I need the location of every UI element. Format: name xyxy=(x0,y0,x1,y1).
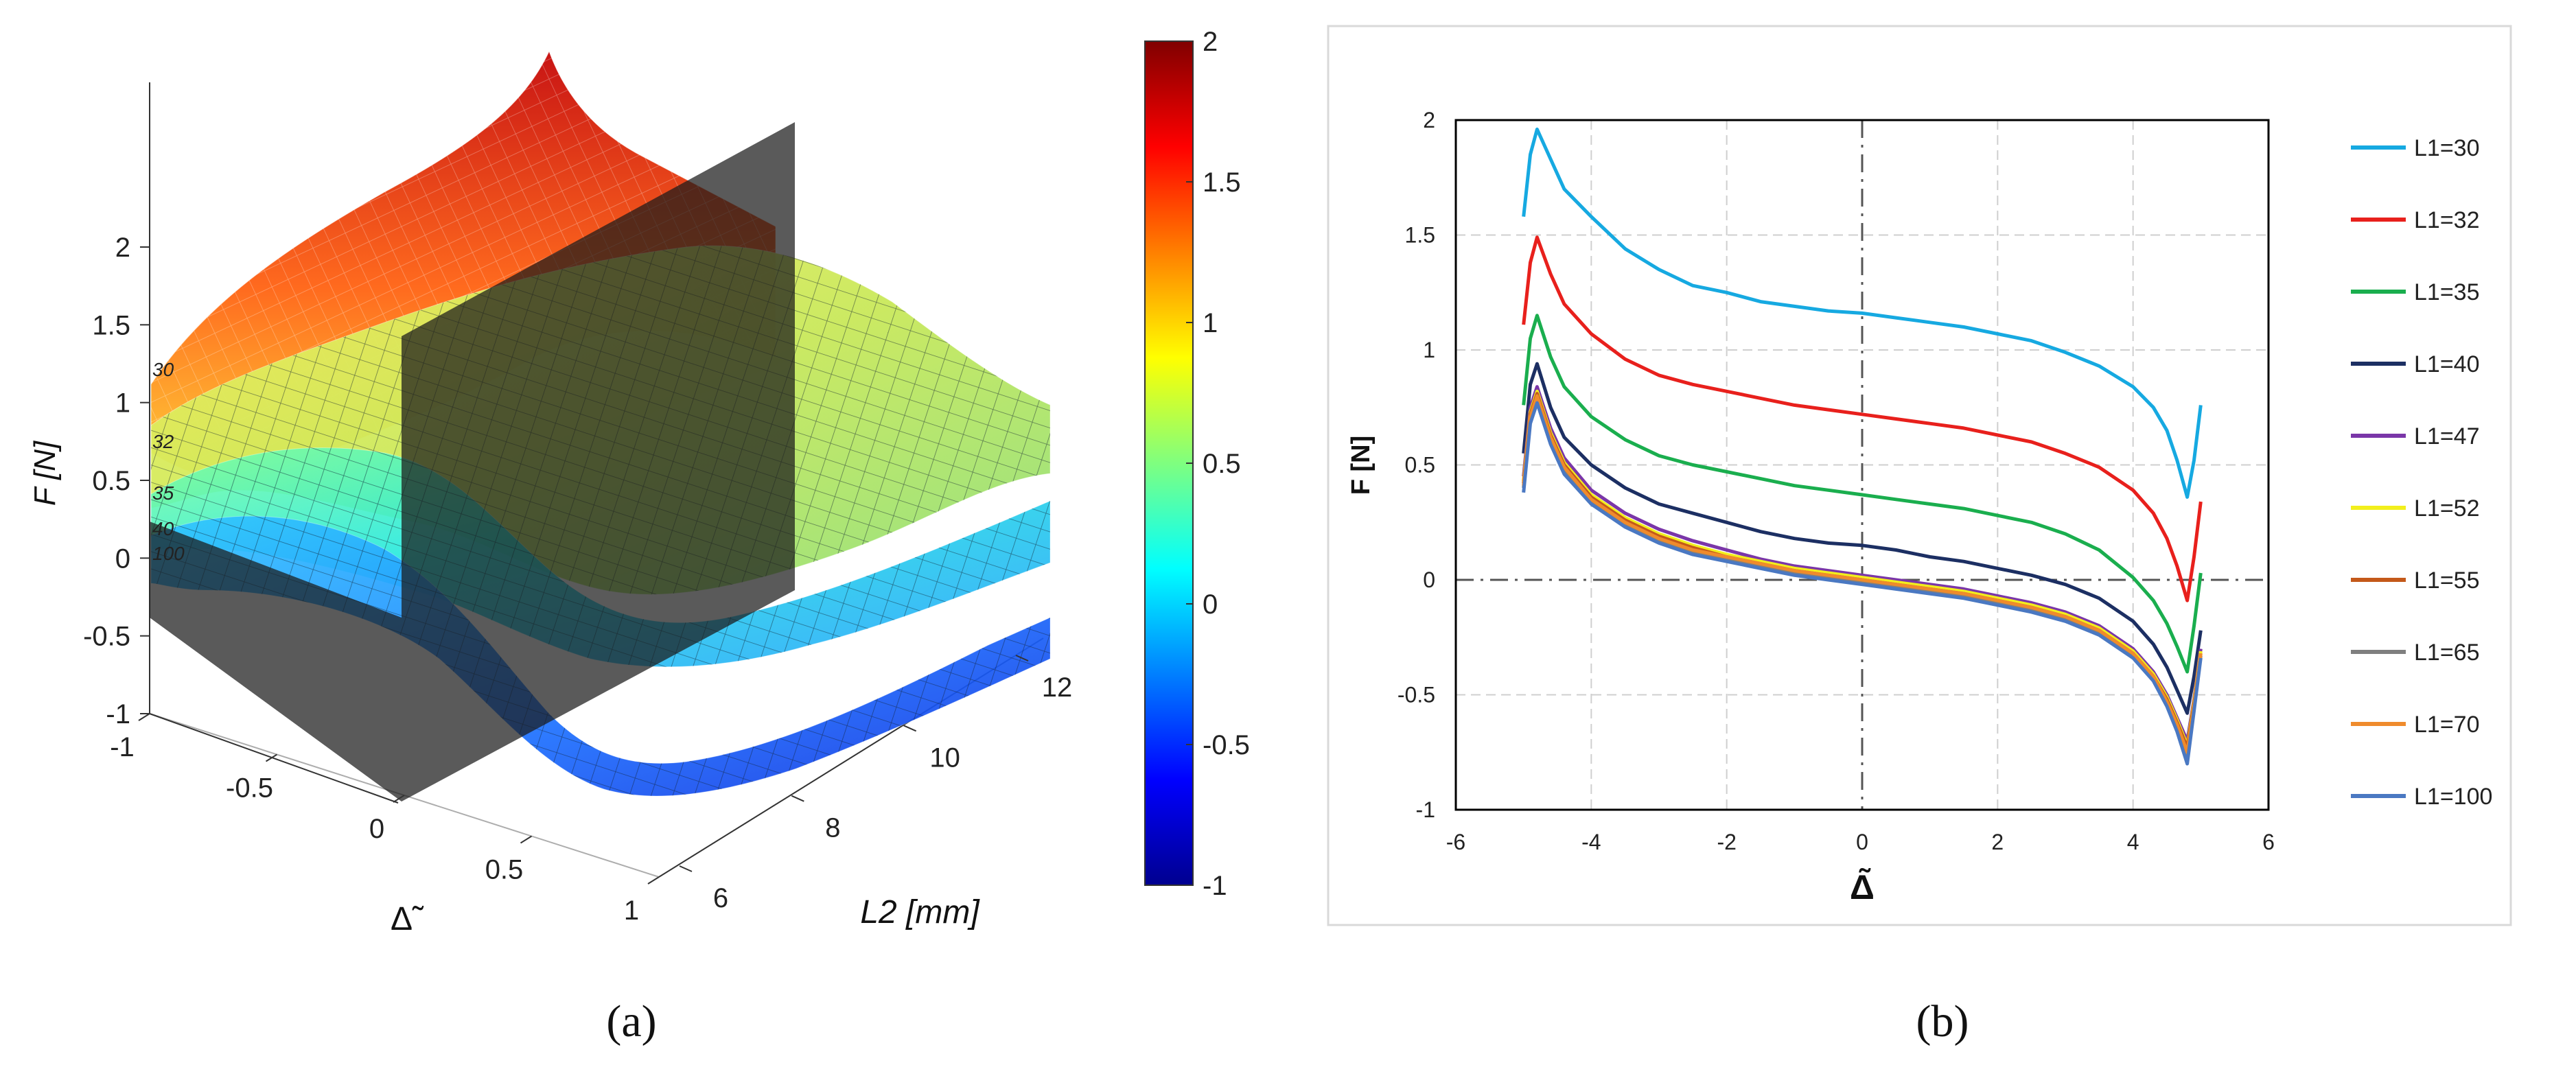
l2-tick-label: 12 xyxy=(1042,672,1073,703)
delta-tick-mark xyxy=(138,713,150,721)
surface-layers xyxy=(150,50,1051,797)
surface-label-35: 35 xyxy=(152,482,174,504)
surface-l1-100-mesh xyxy=(151,516,1050,796)
y-tick-label: 0 xyxy=(1423,567,1435,592)
y-tick-label: -0.5 xyxy=(1397,683,1435,707)
z-tick-label: 0 xyxy=(115,543,130,574)
l2-tick-mark xyxy=(903,725,917,732)
y-tick-label: 0.5 xyxy=(1405,453,1435,478)
delta-tick-label: 0 xyxy=(369,814,384,844)
delta-tick-label: 0.5 xyxy=(485,855,524,885)
y-tick-label: 2 xyxy=(1423,108,1435,132)
l2-tick-mark xyxy=(679,865,693,872)
surface-label-30: 30 xyxy=(152,359,174,380)
legend-label: L1=35 xyxy=(2414,279,2480,305)
panel-b-ticks: -6 -4 -2 0 2 4 6 -1 -0.5 0 0.5 1 1.5 2 xyxy=(1397,108,2275,854)
l2-tick-label: 8 xyxy=(825,813,840,843)
series-line-L1-30 xyxy=(1522,127,2203,499)
colorbar-tick-label: 2 xyxy=(1203,27,1218,57)
legend-label: L1=55 xyxy=(2414,567,2480,594)
legend-label: L1=47 xyxy=(2414,423,2480,449)
z-tick-label: 2 xyxy=(115,233,130,263)
colorbar-tick-label: -0.5 xyxy=(1203,730,1250,760)
legend-label: L1=40 xyxy=(2414,351,2480,377)
surface-label-32: 32 xyxy=(152,431,174,452)
panel-b-y-axis-label: F [N] xyxy=(1347,436,1376,495)
x-tick-label: 2 xyxy=(1991,830,2004,854)
z-axis-label: F [N] xyxy=(28,440,62,506)
z-tick-label: -0.5 xyxy=(83,622,130,652)
panel-a: -1-0.500.511.52 F [N] 30 32 35 40 100 -1… xyxy=(28,27,1250,1046)
z-tick-label: 1.5 xyxy=(92,310,130,340)
series-line-L1-35 xyxy=(1522,314,2203,674)
series-line-L1-100 xyxy=(1522,401,2203,766)
l2-tick-label: 10 xyxy=(929,742,960,773)
delta-axis-line xyxy=(149,713,399,804)
delta-tick-label: 1 xyxy=(624,896,639,926)
panel-b-legend: L1=30 L1=32 L1=35 L1=40 L1=47 L1=52 L1=55 L1=65… xyxy=(2351,135,2492,810)
x-tick-label: 0 xyxy=(1856,830,1868,854)
delta-tick-mark xyxy=(647,876,660,885)
l2-axis-ticks: 6 8 10 12 xyxy=(679,655,1073,913)
delta-tick-mark xyxy=(520,835,533,844)
z-tick-label: -1 xyxy=(106,699,130,729)
panel-a-caption: (a) xyxy=(606,996,656,1046)
panel-b-grid xyxy=(1456,120,2268,810)
panel-b-series xyxy=(1522,127,2203,766)
delta-axis-ticks: -1 -0.5 0 0.5 1 xyxy=(110,713,660,926)
panel-b-caption: (b) xyxy=(1916,996,1969,1046)
surface-labels: 30 32 35 40 100 xyxy=(152,359,185,564)
delta-tick-mark xyxy=(393,795,405,803)
cutting-plane-horizontal xyxy=(150,522,402,801)
panel-b: -6 -4 -2 0 2 4 6 -1 -0.5 0 0.5 1 1.5 2 F [N] Δ̃ L1=30… xyxy=(1327,25,2512,1046)
series-line-L1-40 xyxy=(1522,362,2203,715)
z-tick-label: 1 xyxy=(115,388,130,419)
l2-tick-mark xyxy=(1015,655,1029,662)
legend-label: L1=30 xyxy=(2414,135,2480,161)
delta-axis-label: Δ̃ xyxy=(391,901,424,937)
x-tick-label: -6 xyxy=(1446,830,1465,854)
z-tick-label: 0.5 xyxy=(92,466,130,496)
colorbar-tick-label: 0.5 xyxy=(1203,449,1241,479)
legend-label: L1=70 xyxy=(2414,712,2480,738)
series-line-L1-32 xyxy=(1522,235,2203,602)
l2-tick-label: 6 xyxy=(713,883,728,913)
colorbar xyxy=(1144,40,1194,886)
x-tick-label: -2 xyxy=(1717,830,1736,854)
x-tick-label: -4 xyxy=(1581,830,1601,854)
y-tick-label: 1.5 xyxy=(1405,223,1435,248)
legend-label: L1=52 xyxy=(2414,495,2480,522)
z-axis-ticks: -1 -0.5 0 0.5 1 1.5 2 xyxy=(83,233,150,729)
surface-l1-35-mesh xyxy=(151,447,1050,667)
delta-tick-label: -0.5 xyxy=(226,773,273,804)
y-tick-label: 1 xyxy=(1423,338,1435,362)
l2-tick-mark xyxy=(791,795,804,802)
cutting-plane-vertical xyxy=(402,122,795,801)
delta-tick-label: -1 xyxy=(110,732,135,762)
surface-label-100: 100 xyxy=(152,543,185,564)
panel-b-frame xyxy=(1327,25,2512,926)
delta-tick-mark xyxy=(265,753,278,762)
legend-label: L1=65 xyxy=(2414,640,2480,666)
series-line-L1-70 xyxy=(1522,394,2203,754)
legend-label: L1=32 xyxy=(2414,207,2480,233)
panel-b-plot-border xyxy=(1454,119,2270,811)
legend-label: L1=100 xyxy=(2414,784,2492,810)
colorbar-tick-label: 0 xyxy=(1203,589,1218,620)
y-tick-label: -1 xyxy=(1416,797,1435,822)
colorbar-tick-label: 1 xyxy=(1203,308,1218,338)
colorbar-tick-label: 1.5 xyxy=(1203,167,1241,198)
x-tick-label: 6 xyxy=(2262,830,2275,854)
colorbar-tick-label: -1 xyxy=(1203,871,1227,901)
x-tick-label: 4 xyxy=(2127,830,2139,854)
colorbar-ticks: -1 -0.5 0 0.5 1 1.5 2 xyxy=(1186,27,1250,901)
surface-label-40: 40 xyxy=(152,518,174,539)
l2-axis-label: L2 [mm] xyxy=(860,894,980,931)
panel-b-x-axis-label: Δ̃ xyxy=(1850,868,1875,906)
